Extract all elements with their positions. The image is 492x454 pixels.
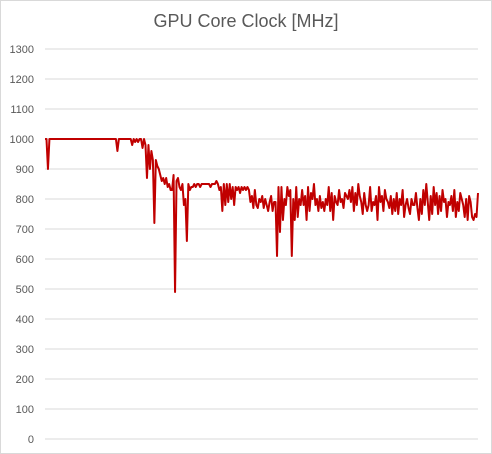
y-tick-label: 200 <box>16 374 34 386</box>
series-line-0 <box>45 138 479 293</box>
y-tick-label: 500 <box>16 284 34 296</box>
y-tick-label: 400 <box>16 314 34 326</box>
y-tick-label: 700 <box>16 224 34 236</box>
y-tick-label: 0 <box>28 434 34 446</box>
y-tick-label: 600 <box>16 254 34 266</box>
y-tick-label: 900 <box>16 164 34 176</box>
gridlines <box>45 48 478 440</box>
series-layer <box>45 138 479 293</box>
y-tick-label: 300 <box>16 344 34 356</box>
y-tick-label: 800 <box>16 194 34 206</box>
y-tick-label: 1200 <box>10 74 34 86</box>
y-axis-tick-labels: 0 100 200 300 400 500 600 700 800 900 1000 1100 1200… <box>10 44 34 446</box>
y-tick-label: 1000 <box>10 134 34 146</box>
y-tick-label: 1300 <box>10 44 34 56</box>
chart-title: GPU Core Clock [MHz] <box>153 11 339 31</box>
y-tick-label: 100 <box>16 404 34 416</box>
y-tick-label: 1100 <box>10 104 34 116</box>
